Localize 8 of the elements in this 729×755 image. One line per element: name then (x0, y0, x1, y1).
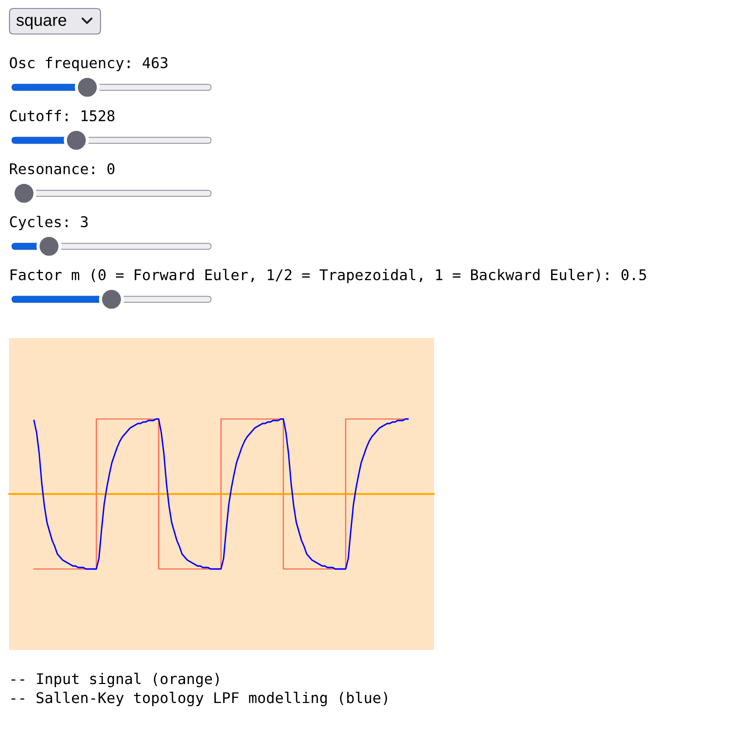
text: Cycles: 3 (10, 216, 88, 230)
text: square (16, 16, 66, 30)
text: -- Sallen-Key topology LPF modelling (blue) (12, 692, 388, 706)
text: -- Input signal (orange) (12, 672, 219, 688)
text: Osc frequency: 463 (10, 56, 168, 72)
text: Factor m (0 = Forward Euler, 1/2 = Trapezoidal, 1 = Backward Euler): 0.5 (10, 268, 646, 284)
text: Resonance: 0 (10, 163, 114, 174)
text: Cutoff: 1528 (10, 110, 114, 122)
